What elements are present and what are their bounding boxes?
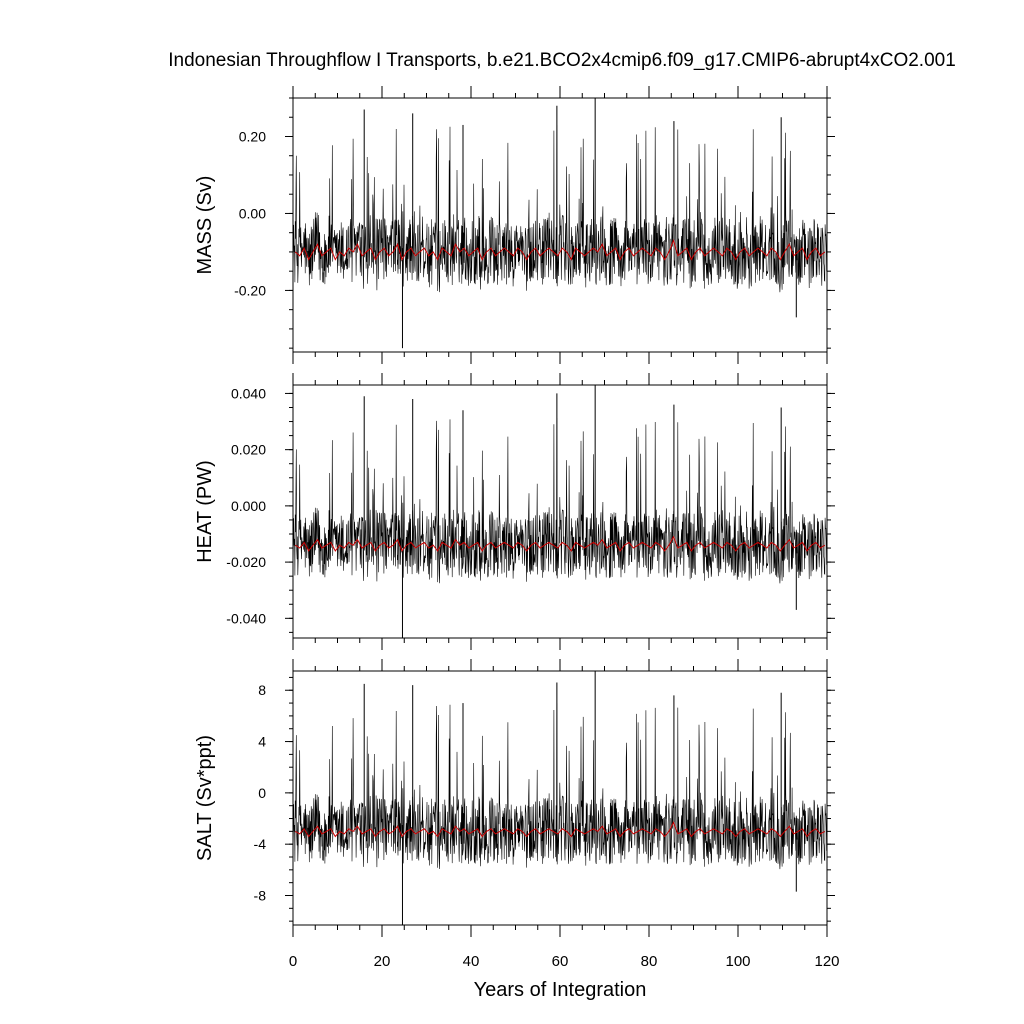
x-tick-label: 0 (289, 953, 297, 970)
monthly-series-line (292, 417, 828, 584)
y-tick-label: -8 (254, 887, 267, 903)
chart-title: Indonesian Throughflow I Transports, b.e… (168, 50, 956, 71)
y-axis-title: HEAT (PW) (194, 460, 216, 563)
x-tick-label: 40 (463, 953, 480, 970)
y-tick-label: -4 (254, 836, 267, 852)
y-tick-label: 8 (258, 682, 266, 698)
annual-mean-line (294, 535, 826, 552)
x-tick-label: 120 (814, 953, 839, 970)
panel-1: 0.20 0.00 -0.20 MASS (Sv) (194, 86, 835, 364)
x-axis-title: Years of Integration (474, 979, 647, 1001)
y-axis-title: SALT (Sv*ppt) (194, 735, 216, 861)
y-tick-label: 0.00 (239, 205, 266, 221)
x-tick-label: 100 (725, 953, 750, 970)
y-tick-label: -0.020 (226, 554, 266, 570)
y-tick-label: 0.040 (231, 385, 266, 401)
y-tick-label: 0.000 (231, 498, 266, 514)
y-tick-label: 4 (258, 734, 266, 750)
y-tick-label: -0.040 (226, 610, 266, 626)
annual-mean-line (294, 821, 826, 838)
y-axis-title: MASS (Sv) (194, 176, 216, 275)
x-tick-label: 20 (374, 953, 391, 970)
y-tick-label: 0.020 (231, 442, 266, 458)
monthly-series-line (292, 703, 828, 870)
panel-3: 8 4 0 -4 -8 SALT (Sv*ppt) (194, 659, 835, 937)
monthly-series-line (292, 125, 828, 293)
x-tick-label: 60 (552, 953, 569, 970)
y-tick-label: -0.20 (234, 282, 266, 298)
y-tick-label: 0.20 (239, 128, 266, 144)
x-tick-label: 80 (641, 953, 658, 970)
y-tick-label: 0 (258, 785, 266, 801)
panel-2: 0.040 0.020 0.000 -0.020 -0.040 HEAT (PW) (194, 373, 835, 650)
annual-mean-line (294, 238, 826, 261)
